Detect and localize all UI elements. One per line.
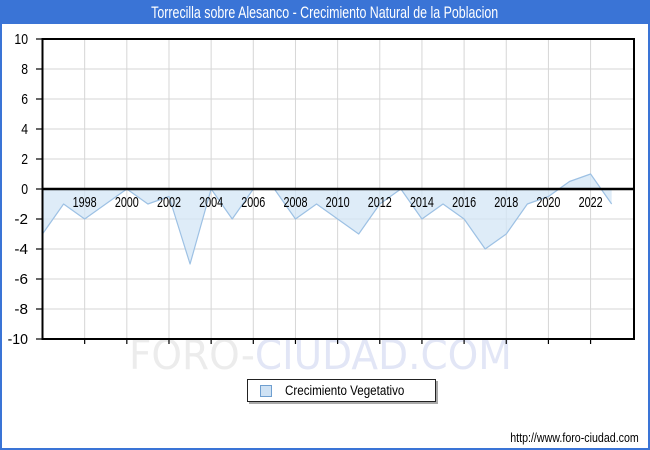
y-tick-label: 10 (14, 31, 28, 48)
x-tick-label: 2002 (157, 194, 181, 211)
y-tick-label: -2 (14, 211, 28, 228)
x-tick-label: 2020 (536, 194, 560, 211)
y-tick-label: 0 (21, 181, 28, 198)
x-tick-label: 2008 (283, 194, 307, 211)
y-tick-label: -4 (14, 241, 28, 258)
legend: Crecimiento Vegetativo (247, 379, 436, 402)
y-tick-label: -8 (14, 301, 28, 318)
x-tick-label: 2014 (410, 194, 434, 211)
y-tick-label: 2 (21, 151, 28, 168)
x-tick-label: 2006 (241, 194, 265, 211)
x-tick-label: 2010 (326, 194, 350, 211)
source-url: http://www.foro-ciudad.com (510, 430, 639, 445)
chart-title-bar: Torrecilla sobre Alesanco - Crecimiento … (2, 2, 648, 24)
legend-label: Crecimiento Vegetativo (285, 383, 405, 398)
y-tick-label: -10 (8, 331, 28, 348)
x-tick-label: 2022 (579, 194, 603, 211)
x-tick-label: 2000 (115, 194, 139, 211)
y-tick-label: 4 (21, 121, 28, 138)
x-tick-label: 2016 (452, 194, 476, 211)
y-tick-label: 6 (21, 91, 28, 108)
y-tick-label: -6 (14, 271, 28, 288)
watermark-part2: CIUDAD.COM (254, 331, 512, 379)
y-tick-label: 8 (21, 61, 28, 78)
watermark: FORO-CIUDAD.COM (129, 335, 512, 376)
watermark-part1: FORO- (129, 331, 255, 379)
chart-title: Torrecilla sobre Alesanco - Crecimiento … (151, 3, 499, 22)
x-tick-label: 2012 (368, 194, 392, 211)
x-tick-label: 1998 (73, 194, 97, 211)
data-area (42, 174, 612, 264)
x-tick-label: 2004 (199, 194, 223, 211)
x-tick-label: 2018 (494, 194, 518, 211)
legend-marker-icon (260, 384, 272, 397)
data-line (42, 173, 613, 265)
